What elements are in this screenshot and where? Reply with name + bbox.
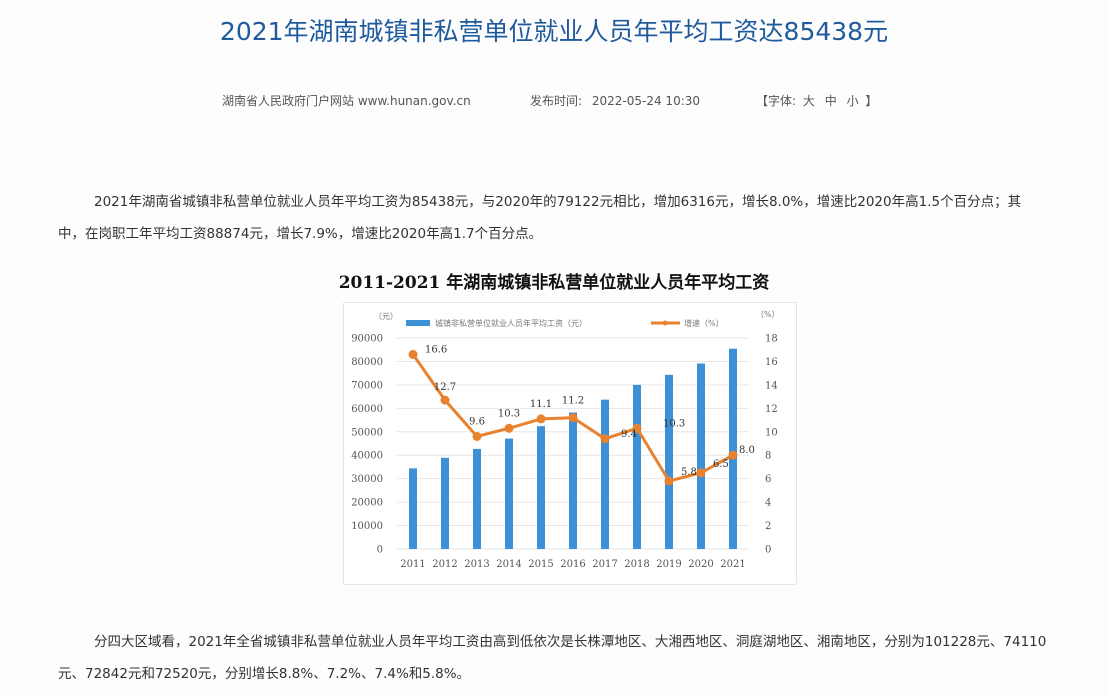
growth-point-2013 <box>472 431 482 441</box>
x-tick: 2012 <box>432 559 457 570</box>
growth-point-2011 <box>408 349 418 359</box>
y-right-tick: 14 <box>765 380 778 391</box>
bar-2015 <box>537 426 545 549</box>
growth-point-2019 <box>664 476 674 486</box>
growth-label: 12.7 <box>434 382 456 393</box>
y-right-tick: 10 <box>765 427 778 438</box>
growth-label: 6.5 <box>713 459 729 470</box>
x-tick: 2019 <box>656 559 681 570</box>
growth-label: 9.6 <box>469 416 485 427</box>
font-size-open: 【字体: <box>756 94 797 108</box>
bar-2012 <box>441 457 449 549</box>
publish-time: 发布时间: 2022-05-24 10:30 <box>530 92 700 109</box>
y-left-tick: 10000 <box>351 521 383 532</box>
source-text: 湖南省人民政府门户网站 www.hunan.gov.cn <box>222 94 471 108</box>
x-tick: 2020 <box>688 559 713 570</box>
y-left-tick: 80000 <box>351 357 383 368</box>
bar-2016 <box>569 412 577 549</box>
font-size-selector: 【字体: 大 中 小 】 <box>756 92 877 109</box>
x-tick: 2017 <box>592 559 617 570</box>
wage-chart: 0 10000 20000 30000 40000 50000 60000 70000 8000… <box>343 302 797 585</box>
paragraph-summary: 2021年湖南省城镇非私营单位就业人员年平均工资为85438元，与2020年的7… <box>58 194 1022 242</box>
x-tick: 2018 <box>624 559 649 570</box>
chart-canvas: 0 10000 20000 30000 40000 50000 60000 70000 8000… <box>351 310 780 570</box>
growth-point-2016 <box>568 413 578 423</box>
bar-2019 <box>665 374 673 549</box>
growth-label: 8.0 <box>739 445 755 456</box>
x-tick: 2021 <box>720 559 745 570</box>
bar-2011 <box>409 468 417 549</box>
bar-2021 <box>729 348 737 549</box>
growth-point-2020 <box>696 468 706 478</box>
font-size-close: 】 <box>865 94 878 108</box>
legend-bar-swatch <box>406 320 430 326</box>
growth-label: 10.3 <box>663 418 685 429</box>
y-right-tick: 12 <box>765 404 778 415</box>
x-tick: 2015 <box>528 559 553 570</box>
x-tick: 2014 <box>496 559 521 570</box>
legend-line-label: 增速（%） <box>684 318 724 328</box>
growth-point-2021 <box>728 450 738 460</box>
y-left-tick: 70000 <box>351 380 383 391</box>
growth-point-2015 <box>536 414 546 424</box>
bar-2017 <box>601 399 609 549</box>
growth-label: 11.1 <box>530 399 552 410</box>
y-left-unit: （元） <box>374 312 398 321</box>
y-right-tick: 0 <box>765 545 771 556</box>
y-left-tick: 30000 <box>351 474 383 485</box>
publish-label: 发布时间: <box>530 94 583 108</box>
growth-label: 10.3 <box>498 408 520 419</box>
y-left-tick: 0 <box>377 545 383 556</box>
y-left-tick: 20000 <box>351 498 383 509</box>
x-tick: 2016 <box>560 559 585 570</box>
growth-label: 5.8 <box>681 467 697 478</box>
legend-line-marker <box>662 320 668 326</box>
bar-2020 <box>697 363 705 549</box>
bar-2013 <box>473 448 481 549</box>
y-right-tick: 18 <box>765 334 778 345</box>
x-tick: 2013 <box>464 559 489 570</box>
y-left-tick: 60000 <box>351 404 383 415</box>
growth-point-2012 <box>440 395 450 405</box>
y-right-tick: 16 <box>765 357 778 368</box>
font-size-small-button[interactable]: 小 <box>846 94 859 108</box>
growth-point-2018 <box>632 423 642 433</box>
x-tick: 2011 <box>400 559 425 570</box>
y-left-tick: 90000 <box>351 334 383 345</box>
y-right-tick: 6 <box>765 474 771 485</box>
bar-2014 <box>505 438 513 549</box>
y-left-tick: 50000 <box>351 427 383 438</box>
article-title: 2021年湖南城镇非私营单位就业人员年平均工资达85438元 <box>219 17 889 46</box>
growth-point-2014 <box>504 423 514 433</box>
y-right-tick: 4 <box>765 498 771 509</box>
y-right-tick: 2 <box>765 521 771 532</box>
legend-bar-label: 城镇非私营单位就业人员年平均工资（元） <box>435 318 587 328</box>
chart-title: 2011-2021 年湖南城镇非私营单位就业人员年平均工资 <box>338 273 770 293</box>
y-left-tick: 40000 <box>351 451 383 462</box>
growth-label: 16.6 <box>425 344 447 355</box>
font-size-medium-button[interactable]: 中 <box>824 94 837 108</box>
growth-label: 9.4 <box>621 429 637 440</box>
y-right-tick: 8 <box>765 451 771 462</box>
bar-2018 <box>633 384 641 549</box>
publish-value: 2022-05-24 10:30 <box>591 94 701 108</box>
font-size-large-button[interactable]: 大 <box>802 94 815 108</box>
growth-point-2017 <box>600 434 610 444</box>
y-right-unit: （%） <box>756 310 780 319</box>
growth-label: 11.2 <box>562 396 584 407</box>
paragraph-regions: 分四大区域看，2021年全省城镇非私营单位就业人员年平均工资由高到低依次是长株潭… <box>58 634 1047 682</box>
